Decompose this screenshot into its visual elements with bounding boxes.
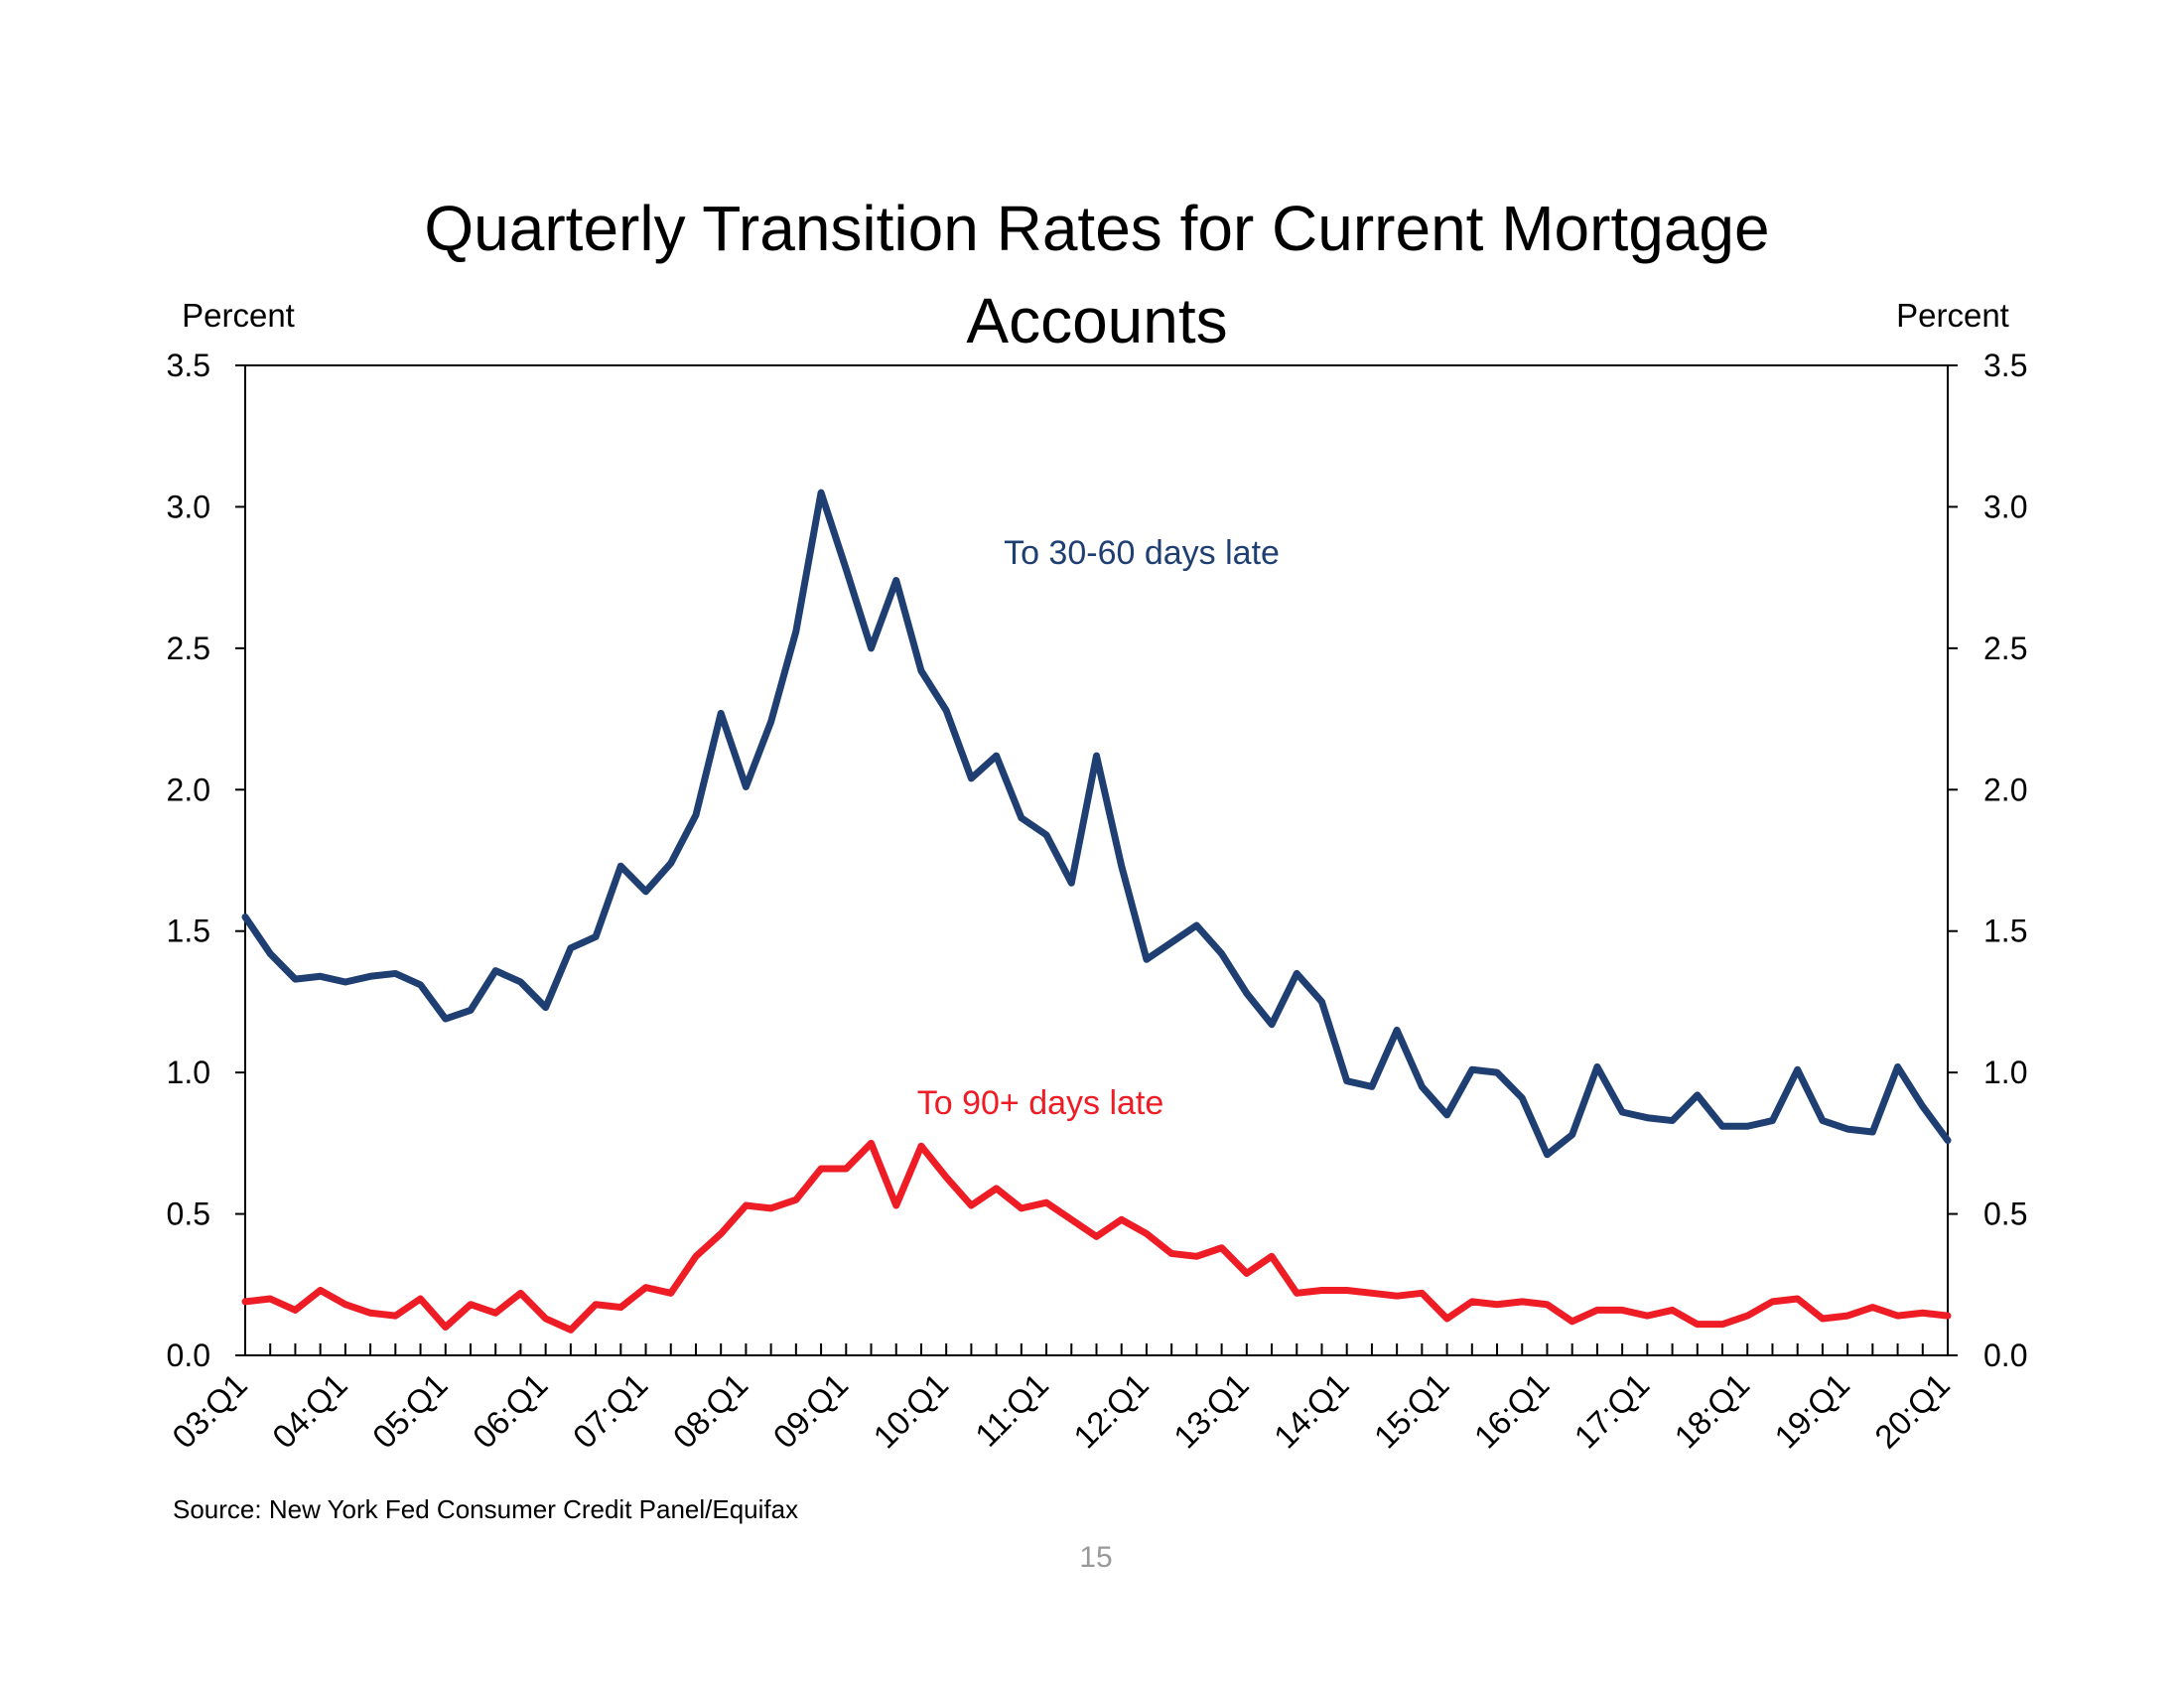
y-tick-label-right: 3.0 xyxy=(1983,489,2027,524)
x-tick-label: 20:Q1 xyxy=(1867,1366,1957,1456)
y-tick-label-left: 2.5 xyxy=(167,631,210,666)
x-tick-label: 18:Q1 xyxy=(1667,1366,1756,1456)
x-tick-label: 06:Q1 xyxy=(466,1366,555,1456)
x-tick-label: 09:Q1 xyxy=(766,1366,856,1456)
series-label-30-60: To 30-60 days late xyxy=(1004,534,1280,572)
series-label-90-plus: To 90+ days late xyxy=(917,1084,1164,1122)
y-tick-label-right: 0.5 xyxy=(1983,1196,2027,1232)
x-tick-label: 08:Q1 xyxy=(666,1366,755,1456)
axes: 0.0 0.0 0.5 0.5 1.0 1.0 1.5 1.5 2.0 2.0 2.5 2.5 3.0 3… xyxy=(165,348,2027,1456)
y-tick-label-left: 1.0 xyxy=(167,1055,210,1090)
series-line-30-60-days xyxy=(241,489,1952,1159)
y-tick-label-left: 3.5 xyxy=(167,348,210,383)
chart-title-line-2: Accounts xyxy=(966,285,1227,356)
y-tick-label-left: 2.0 xyxy=(167,772,210,807)
x-tick-label: 10:Q1 xyxy=(866,1366,955,1456)
x-tick-label: 12:Q1 xyxy=(1066,1366,1156,1456)
x-tick-label: 13:Q1 xyxy=(1166,1366,1256,1456)
x-tick-label: 05:Q1 xyxy=(365,1366,455,1456)
y-axis-unit-right: Percent xyxy=(1896,297,2009,334)
y-tick-label-right: 3.5 xyxy=(1983,348,2027,383)
x-tick-label: 15:Q1 xyxy=(1367,1366,1456,1456)
y-axis-unit-left: Percent xyxy=(182,297,295,334)
x-tick-label: 14:Q1 xyxy=(1267,1366,1356,1456)
x-tick-label: 04:Q1 xyxy=(265,1366,354,1456)
plot-frame xyxy=(244,364,1949,1356)
y-tick-label-right: 2.0 xyxy=(1983,772,2027,807)
y-tick-label-right: 0.0 xyxy=(1983,1337,2027,1373)
x-tick-label: 19:Q1 xyxy=(1767,1366,1856,1456)
x-tick-label: 03:Q1 xyxy=(165,1366,254,1456)
y-tick-label-left: 0.0 xyxy=(167,1337,210,1373)
series-lines xyxy=(241,489,1952,1334)
chart-title-line-1: Quarterly Transition Rates for Current M… xyxy=(424,193,1769,264)
y-tick-label-left: 0.5 xyxy=(167,1196,210,1232)
x-tick-label: 07:Q1 xyxy=(566,1366,655,1456)
x-tick-label: 11:Q1 xyxy=(968,1366,1055,1454)
y-tick-label-left: 3.0 xyxy=(167,489,210,524)
y-tick-label-right: 1.0 xyxy=(1983,1055,2027,1090)
y-tick-label-left: 1.5 xyxy=(167,914,210,949)
x-tick-label: 17:Q1 xyxy=(1568,1366,1657,1456)
y-tick-label-right: 1.5 xyxy=(1983,914,2027,949)
series-line-90-plus-days xyxy=(241,1139,1952,1334)
y-tick-label-right: 2.5 xyxy=(1983,631,2027,666)
x-tick-label: 16:Q1 xyxy=(1467,1366,1557,1456)
page-number: 15 xyxy=(1079,1541,1112,1574)
source-note: Source: New York Fed Consumer Credit Pan… xyxy=(173,1494,798,1524)
